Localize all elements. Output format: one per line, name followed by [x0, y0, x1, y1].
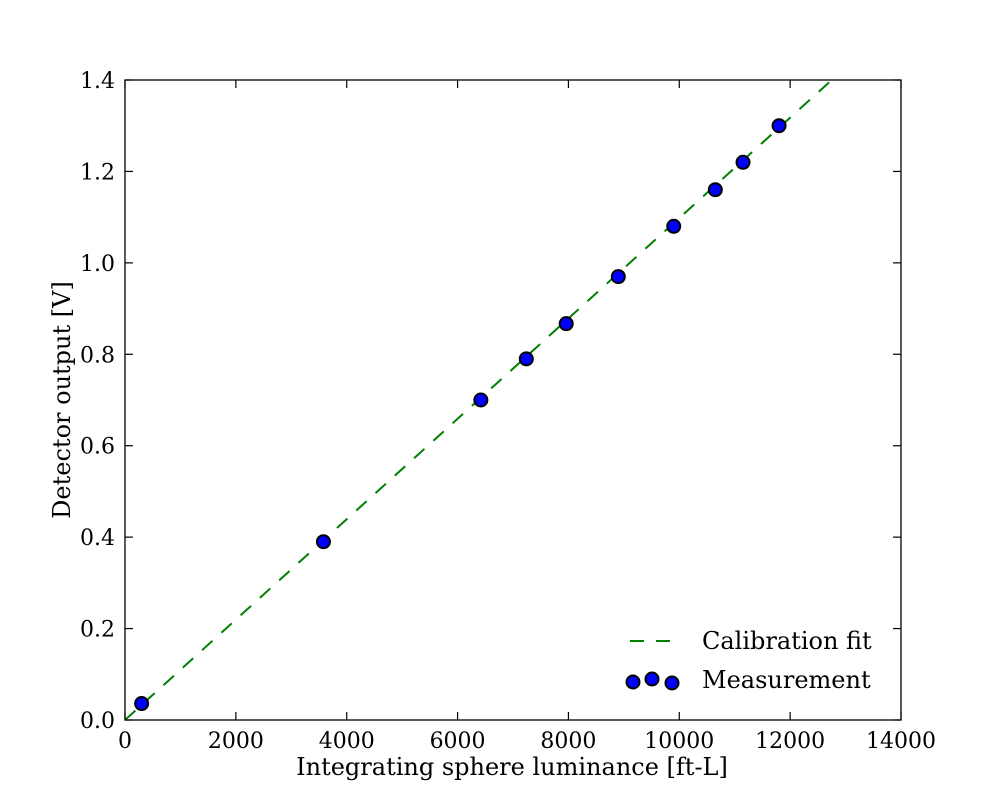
y-tick-label: 1.4 — [80, 69, 115, 94]
legend-measurement-marker — [664, 675, 680, 691]
legend-label-fit: Calibration fit — [702, 627, 872, 655]
x-tick-label: 8000 — [540, 729, 596, 754]
y-tick-label: 0.2 — [80, 618, 115, 643]
x-tick-label: 2000 — [208, 729, 264, 754]
x-tick-label: 4000 — [319, 729, 375, 754]
legend-measurement-marker — [625, 674, 641, 690]
measurement-point — [666, 218, 682, 234]
series-layer — [125, 80, 833, 720]
measurement-point — [558, 316, 574, 332]
measurement-point — [518, 351, 534, 367]
y-tick-label: 0.6 — [80, 435, 115, 460]
y-tick-label: 0.0 — [80, 709, 115, 734]
measurement-point — [473, 392, 489, 408]
y-tick-label: 1.0 — [80, 252, 115, 277]
y-tick-label: 0.4 — [80, 526, 115, 551]
y-axis-label: Detector output [V] — [48, 281, 76, 519]
measurement-point — [134, 696, 150, 712]
x-tick-label: 6000 — [430, 729, 486, 754]
measurement-point — [735, 154, 751, 170]
plot-frame-group — [124, 79, 902, 721]
measurement-point — [315, 534, 331, 550]
measurement-point — [771, 118, 787, 134]
legend-label-measurement: Measurement — [702, 666, 871, 694]
measurement-point — [707, 182, 723, 198]
x-tick-label: 14000 — [866, 729, 936, 754]
plot-frame — [124, 79, 902, 721]
legend-measurement-marker — [644, 671, 660, 687]
x-tick-label: 10000 — [644, 729, 714, 754]
measurement-point — [610, 269, 626, 285]
x-tick-label: 12000 — [755, 729, 825, 754]
legend-measurement-markers — [625, 671, 680, 691]
x-tick-label: 0 — [118, 729, 132, 754]
legend: Calibration fit Measurement — [625, 627, 872, 694]
x-axis-label: Integrating sphere luminance [ft-L] — [296, 753, 728, 781]
ticks-layer: 0 2000 4000 6000 8000 10000 12000 14000 0.0 0.2 0.… — [80, 69, 936, 754]
y-tick-label: 1.2 — [80, 160, 115, 185]
y-tick-label: 0.8 — [80, 343, 115, 368]
